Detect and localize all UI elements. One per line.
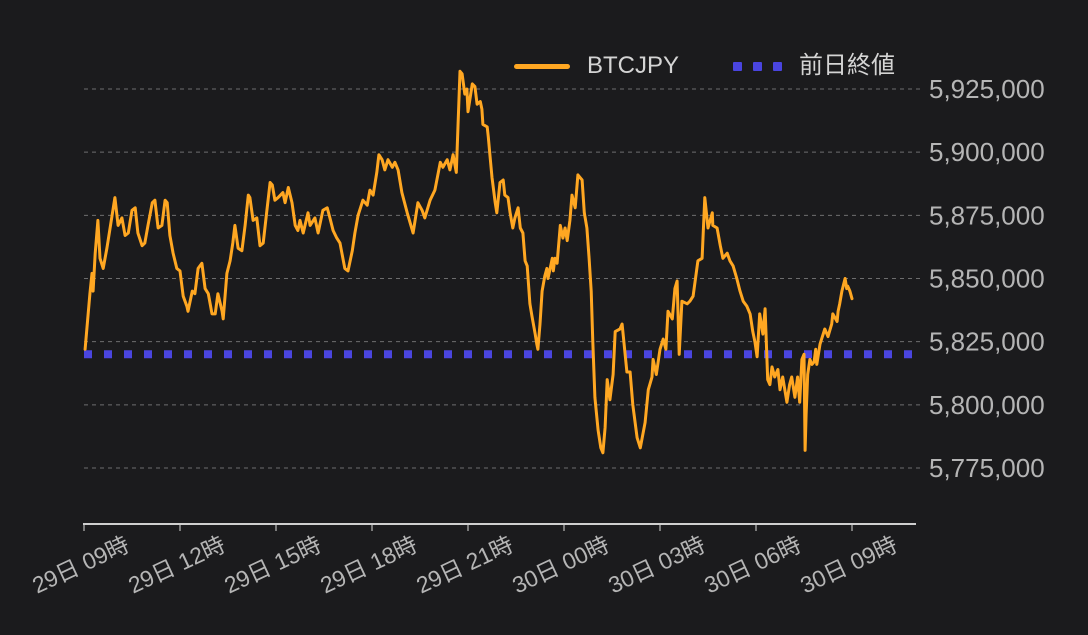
chart-legend: BTCJPY 前日終値 (514, 54, 895, 78)
prev-close-dots-swatch (733, 61, 783, 71)
x-axis-label: 30日 03時 (604, 531, 709, 598)
x-axis-label: 29日 15時 (220, 531, 325, 598)
y-axis-label: 5,900,000 (929, 137, 1045, 167)
legend-item-prev-close[interactable]: 前日終値 (733, 54, 895, 78)
y-axis-label: 5,825,000 (929, 327, 1045, 357)
x-axis-label: 29日 21時 (412, 531, 517, 598)
x-axis-label: 30日 00時 (508, 531, 613, 598)
y-axis-label: 5,775,000 (929, 453, 1045, 483)
x-axis-label: 30日 09時 (796, 531, 901, 598)
legend-label-prev-close: 前日終値 (799, 52, 896, 79)
legend-label-btcjpy: BTCJPY (587, 52, 680, 79)
legend-item-btcjpy[interactable]: BTCJPY (514, 54, 679, 78)
btcjpy-line-swatch (514, 63, 570, 69)
y-axis-label: 5,925,000 (929, 74, 1045, 104)
x-axis-label: 30日 06時 (700, 531, 805, 598)
x-axis-label: 29日 12時 (124, 531, 229, 598)
btcjpy-price-line (83, 69, 854, 455)
y-axis-label: 5,800,000 (929, 390, 1045, 420)
y-axis-label: 5,875,000 (929, 200, 1045, 230)
y-axis-label: 5,850,000 (929, 264, 1045, 294)
x-axis-label: 29日 18時 (316, 531, 421, 598)
x-axis-label: 29日 09時 (28, 531, 133, 598)
